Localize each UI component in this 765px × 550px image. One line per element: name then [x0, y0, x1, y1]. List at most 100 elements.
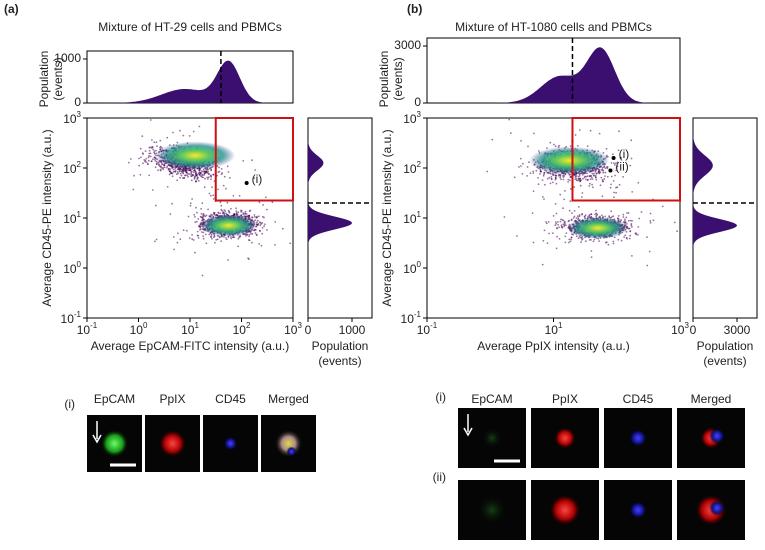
side-histogram — [308, 118, 352, 318]
tick-base: 10 — [63, 162, 77, 176]
top-hist-ylabel: (events) — [391, 57, 405, 100]
x-tick-label: 0 — [305, 323, 312, 337]
event-dot — [222, 211, 224, 213]
event-dot — [242, 160, 244, 162]
event-dot — [157, 162, 159, 164]
event-dot — [187, 176, 189, 178]
event-dot — [181, 175, 183, 177]
event-dot — [508, 119, 510, 121]
event-dot — [274, 221, 276, 223]
event-dot — [213, 198, 215, 200]
side-hist-xlabel: Population — [697, 339, 754, 353]
tick-base: 10 — [403, 212, 417, 226]
event-dot — [261, 223, 263, 225]
top-histogram — [87, 61, 293, 103]
event-dot — [674, 222, 676, 224]
cell — [629, 429, 647, 447]
event-dot — [650, 213, 652, 215]
event-dot — [155, 205, 157, 207]
event-dot — [171, 172, 173, 174]
event-dot — [563, 179, 565, 181]
event-dot — [182, 170, 184, 172]
tick-exp: 1 — [77, 210, 82, 219]
event-dot — [587, 145, 589, 147]
event-dot — [220, 240, 222, 242]
event-dot — [578, 237, 580, 239]
event-dot — [210, 236, 212, 238]
event-dot — [258, 215, 260, 217]
y-tick-label: 100 — [403, 260, 421, 276]
event-dot — [198, 237, 200, 239]
event-dot — [562, 207, 564, 209]
x-axis-label: Average EpCAM-FITC intensity (a.u.) — [91, 339, 290, 353]
event-dot — [560, 221, 562, 223]
event-dot — [138, 165, 140, 167]
event-dot — [514, 176, 516, 178]
event-dot — [602, 172, 604, 174]
event-dot — [581, 214, 583, 216]
event-dot — [602, 170, 604, 172]
tick-base: 10 — [61, 312, 75, 326]
event-dot — [593, 175, 595, 177]
event-dot — [559, 174, 561, 176]
event-dot — [154, 150, 156, 152]
tick-base: 10 — [63, 262, 77, 276]
y-tick-label: 3000 — [394, 38, 421, 52]
event-dot — [169, 213, 171, 215]
event-dot — [130, 158, 132, 160]
event-dot — [606, 148, 608, 150]
event-dot — [158, 164, 160, 166]
event-dot — [564, 190, 566, 192]
event-dot — [164, 167, 166, 169]
event-dot — [182, 172, 184, 174]
event-dot — [179, 171, 181, 173]
channel-label: Merged — [268, 392, 309, 406]
event-dot — [194, 177, 196, 179]
event-dot — [262, 204, 264, 206]
event-dot — [199, 126, 201, 128]
event-dot — [214, 236, 216, 238]
top-hist-ylabel: (events) — [51, 57, 65, 100]
cell — [101, 430, 129, 458]
event-dot — [263, 225, 265, 227]
event-dot — [565, 224, 567, 226]
event-dot — [548, 221, 550, 223]
event-dot — [219, 212, 221, 214]
event-dot — [582, 192, 584, 194]
tick-exp: 1 — [194, 321, 199, 330]
event-dot — [615, 187, 617, 189]
event-dot — [595, 210, 597, 212]
event-dot — [592, 173, 594, 175]
event-dot — [628, 212, 630, 214]
event-dot — [547, 242, 549, 244]
event-dot — [156, 141, 158, 143]
event-dot — [145, 150, 147, 152]
event-dot — [167, 186, 169, 188]
event-dot — [223, 185, 225, 187]
tick-base: 10 — [284, 323, 298, 337]
event-dot — [611, 176, 613, 178]
event-dot — [631, 226, 633, 228]
event-dot — [626, 212, 628, 214]
event-dot — [147, 163, 149, 165]
event-dot — [622, 176, 624, 178]
side-histogram — [693, 118, 737, 318]
event-dot — [630, 139, 632, 141]
event-dot — [522, 173, 524, 175]
event-dot — [579, 215, 581, 217]
event-dot — [240, 211, 242, 213]
event-dot — [613, 243, 615, 245]
event-dot — [590, 178, 592, 180]
event-dot — [546, 223, 548, 225]
event-dot — [567, 179, 569, 181]
event-dot — [214, 242, 216, 244]
event-dot — [532, 171, 534, 173]
event-dot — [213, 174, 215, 176]
event-dot — [646, 236, 648, 238]
event-dot — [564, 221, 566, 223]
event-dot — [208, 176, 210, 178]
top-hist-ylabel: Population — [377, 51, 391, 108]
side-hist-xlabel: Population — [312, 339, 369, 353]
event-dot — [173, 249, 175, 251]
